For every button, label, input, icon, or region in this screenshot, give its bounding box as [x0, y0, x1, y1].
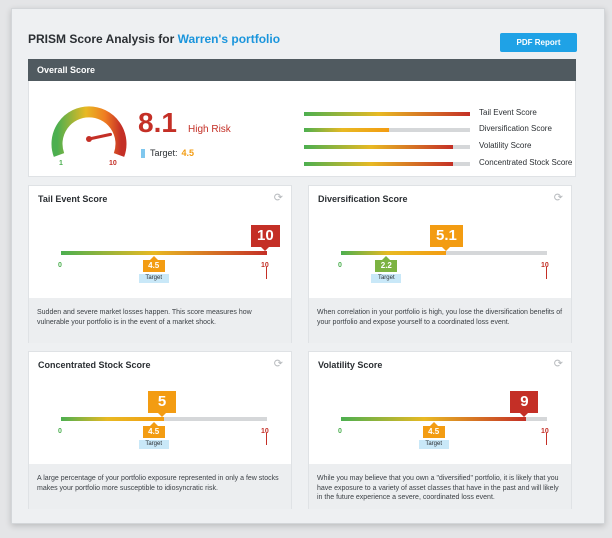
card-diversification: Diversification Score ⟳ 5.1 0 10 2.2 Tar… [308, 185, 572, 343]
scale-min: 0 [338, 428, 342, 435]
refresh-icon[interactable]: ⟳ [273, 358, 283, 370]
scale-max: 10 [541, 262, 549, 269]
scale-track: 9 [341, 391, 547, 445]
overall-gauge: 1 10 [51, 106, 127, 167]
overall-score-header: Overall Score [28, 59, 576, 81]
card-description: While you may believe that you own a "di… [309, 464, 571, 509]
gauge-min-label: 1 [59, 160, 63, 167]
scale-end-tick [266, 433, 267, 445]
scale-track: 5.1 [341, 225, 547, 279]
overall-target: Target: 4.5 [141, 148, 194, 158]
scale-fill [341, 251, 447, 255]
score-scale: 10 0 10 4.5 Target [53, 225, 293, 301]
scale-fill [61, 251, 267, 255]
pdf-report-button[interactable]: PDF Report [500, 33, 577, 52]
target-swatch [141, 148, 145, 158]
target-value: 4.5 [181, 148, 195, 158]
overall-row-concentrated: Concentrated Stock Score [304, 158, 574, 170]
score-scale: 5 0 10 4.5 Target [53, 391, 293, 467]
scale-fill [341, 417, 527, 421]
row-fill [304, 128, 389, 132]
row-fill [304, 112, 470, 116]
refresh-icon[interactable]: ⟳ [553, 192, 563, 204]
row-label: Volatility Score [479, 141, 532, 150]
overall-row-volatility: Volatility Score [304, 141, 574, 153]
score-marker: 5 [148, 391, 176, 417]
target-marker: 4.5 [422, 422, 445, 438]
scale-track: 5 [61, 391, 267, 445]
scale-track: 10 [61, 225, 280, 279]
refresh-icon[interactable]: ⟳ [553, 358, 563, 370]
card-description: A large percentage of your portfolio exp… [29, 464, 291, 509]
row-fill [304, 162, 454, 166]
card-title: Volatility Score [318, 360, 383, 370]
row-label: Diversification Score [479, 124, 552, 133]
scale-max: 10 [541, 428, 549, 435]
scale-min: 0 [338, 262, 342, 269]
scale-min: 0 [58, 428, 62, 435]
scale-end-tick [266, 267, 267, 279]
target-marker: 4.5 [142, 256, 165, 272]
overall-row-diversification: Diversification Score [304, 124, 574, 136]
row-fill [304, 145, 454, 149]
page-title: PRISM Score Analysis for Warren's portfo… [28, 32, 280, 46]
card-title: Concentrated Stock Score [38, 360, 151, 370]
target-tag: Target [138, 274, 169, 283]
scale-end-tick [546, 433, 547, 445]
scale-max: 10 [261, 428, 269, 435]
score-marker: 9 [510, 391, 539, 417]
overall-score-panel: 1 10 8.1 High Risk Target: 4.5 Tail Even… [28, 81, 576, 177]
card-description: When correlation in your portfolio is hi… [309, 298, 571, 343]
card-title: Diversification Score [318, 194, 408, 204]
target-tag: Target [138, 440, 169, 449]
refresh-icon[interactable]: ⟳ [273, 192, 283, 204]
scale-min: 0 [58, 262, 62, 269]
gauge-hub [86, 136, 92, 142]
title-prefix: PRISM Score Analysis for [28, 32, 178, 46]
overall-score-value: 8.1 [138, 107, 177, 138]
scale-max: 10 [261, 262, 269, 269]
target-marker: 2.2 [375, 256, 398, 272]
card-title: Tail Event Score [38, 194, 108, 204]
row-label: Tail Event Score [479, 108, 537, 117]
card-volatility: Volatility Score ⟳ 9 0 10 4.5 Target Whi… [308, 351, 572, 509]
row-label: Concentrated Stock Score [479, 158, 573, 167]
card-description: Sudden and severe market losses happen. … [29, 298, 291, 343]
target-marker: 4.5 [142, 422, 165, 438]
target-tag: Target [371, 274, 402, 283]
card-tail-event: Tail Event Score ⟳ 10 0 10 4.5 Target Su… [28, 185, 292, 343]
gauge-max-label: 10 [109, 160, 117, 167]
card-concentrated-stock: Concentrated Stock Score ⟳ 5 0 10 4.5 Ta… [28, 351, 292, 509]
scale-fill [61, 417, 164, 421]
score-scale: 5.1 0 10 2.2 Target [333, 225, 573, 301]
target-label: Target: [150, 148, 178, 158]
scale-end-tick [546, 267, 547, 279]
app-window: PRISM Score Analysis for Warren's portfo… [11, 8, 605, 524]
score-scale: 9 0 10 4.5 Target [333, 391, 573, 467]
target-tag: Target [418, 440, 449, 449]
gauge-arc [51, 106, 127, 157]
score-marker: 10 [251, 225, 280, 251]
risk-label: High Risk [188, 124, 231, 135]
overall-row-tail: Tail Event Score [304, 108, 574, 120]
gauge-needle [87, 132, 112, 141]
score-marker: 5.1 [430, 225, 463, 251]
portfolio-link[interactable]: Warren's portfolio [177, 32, 281, 46]
